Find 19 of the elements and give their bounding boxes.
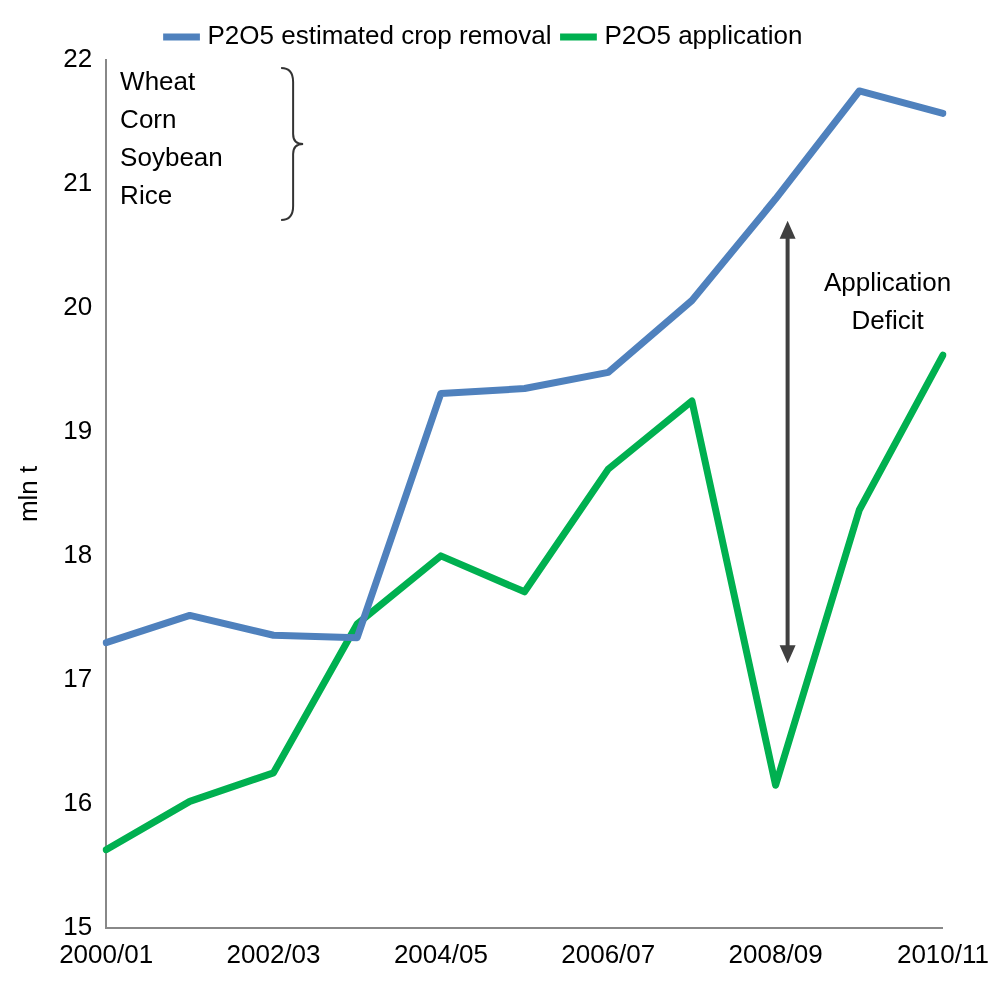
x-tick-label: 2010/11	[896, 938, 989, 969]
y-tick-label: 19	[63, 415, 93, 446]
x-tick-label: 2000/01	[59, 938, 154, 969]
y-tick-label: 15	[63, 910, 93, 941]
legend-label: P2O5 application	[604, 20, 803, 51]
y-tick-label: 22	[63, 43, 93, 74]
y-tick-label: 16	[63, 787, 93, 817]
annotation: Wheat Corn Soybean Rice	[120, 66, 223, 211]
y-tick-label: 17	[63, 663, 93, 694]
legend-label: P2O5 estimated crop removal	[207, 20, 552, 51]
x-tick-label: 2008/09	[728, 938, 823, 969]
x-tick-label: 2006/07	[561, 938, 656, 969]
x-tick-label: 2004/05	[393, 938, 488, 969]
y-tick-label: 18	[63, 539, 93, 570]
y-tick-label: 21	[63, 167, 93, 198]
y-tick-label: 20	[63, 291, 93, 322]
x-tick-label: 2002/03	[226, 938, 321, 969]
y-axis-title: mln t	[12, 464, 43, 523]
annotation: Application Deficit	[824, 267, 952, 336]
